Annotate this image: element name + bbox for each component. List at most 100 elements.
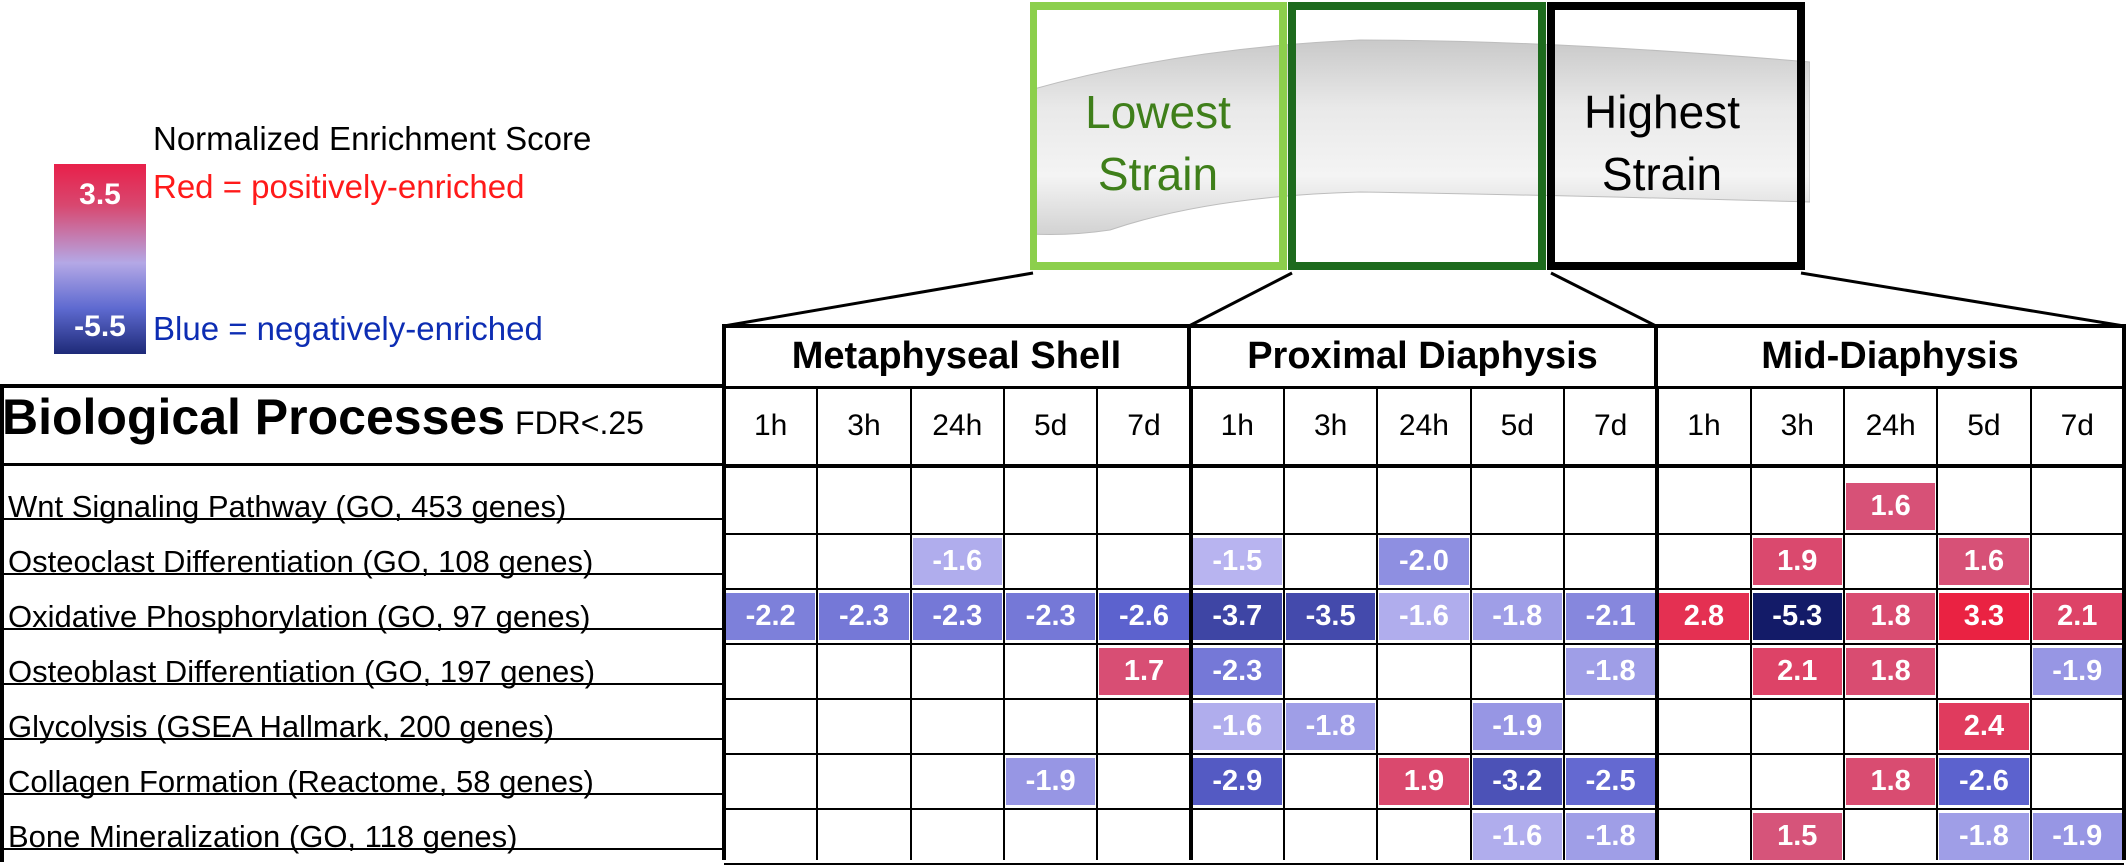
legend-red-label: Red = positively-enriched bbox=[153, 168, 525, 205]
heatmap-cell: -1.9 bbox=[1472, 703, 1562, 750]
lowest-strain-label-line1: Lowest bbox=[1085, 86, 1231, 138]
row-label-glycolysis: Glycolysis (GSEA Hallmark, 200 genes) bbox=[8, 709, 555, 744]
bone-shape bbox=[1030, 39, 1810, 235]
legend-color-bar: 3.5 -5.5 bbox=[54, 164, 146, 354]
row-label-line-3 bbox=[0, 628, 724, 630]
column-gridline bbox=[1842, 386, 1845, 860]
heatmap-cell: -2.9 bbox=[1192, 758, 1282, 805]
heatmap-cell: 2.8 bbox=[1659, 593, 1749, 640]
timepoint-header: 3h bbox=[1313, 409, 1348, 442]
timepoint-header: 5d bbox=[1500, 409, 1534, 442]
row-label-osteoclast: Osteoclast Differentiation (GO, 108 gene… bbox=[8, 544, 594, 579]
section-border bbox=[1188, 386, 1193, 860]
timepoint-header-bottom-border bbox=[724, 464, 2124, 468]
heatmap-cell: 1.8 bbox=[1845, 593, 1936, 640]
row-label-line-4 bbox=[0, 683, 724, 685]
timepoint-header: 1h bbox=[1220, 409, 1254, 442]
heatmap-cell: -2.3 bbox=[819, 593, 909, 640]
section-header-top-border bbox=[724, 324, 2124, 328]
heatmap-cell: 1.7 bbox=[1099, 648, 1189, 695]
heatmap-cell: -1.6 bbox=[912, 538, 1002, 585]
highest-strain-label-line1: Highest bbox=[1584, 86, 1740, 138]
heatmap-cell: -2.0 bbox=[1379, 538, 1469, 585]
grid-top-border bbox=[724, 386, 2124, 389]
middle-strain-box bbox=[1288, 2, 1546, 270]
row-labels-top-border bbox=[0, 463, 726, 466]
row-label-line-2 bbox=[0, 573, 724, 575]
heatmap-cell: -2.5 bbox=[1565, 758, 1656, 805]
heatmap-cell: 3.3 bbox=[1939, 593, 2029, 640]
heatmap-cell: -1.8 bbox=[1565, 648, 1656, 695]
heatmap-grid: 1h 3h 24h 5d 7d 1h 3h 24h 5d 7d 1h 3h 24h 5d 7d 1.6 -1.6… bbox=[722, 386, 2126, 865]
section-border bbox=[1655, 386, 1660, 860]
column-gridline bbox=[2029, 386, 2032, 860]
column-gridline bbox=[1469, 386, 1472, 860]
highest-strain-label-line2: Strain bbox=[1602, 148, 1722, 200]
column-gridline bbox=[1002, 386, 1005, 860]
heatmap-cell: -1.6 bbox=[1472, 813, 1562, 860]
timepoint-header: 24h bbox=[1865, 409, 1916, 442]
legend-min-label: -5.5 bbox=[74, 310, 126, 343]
highest-strain-box bbox=[1547, 2, 1805, 270]
column-gridline bbox=[1562, 386, 1565, 860]
column-gridline bbox=[1282, 386, 1285, 860]
row-gridline bbox=[724, 808, 2124, 810]
heatmap-cell: 1.8 bbox=[1845, 648, 1936, 695]
row-label-osteoblast: Osteoblast Differentiation (GO, 197 gene… bbox=[8, 654, 596, 689]
heatmap-cell: 1.8 bbox=[1845, 758, 1936, 805]
connector-line-2 bbox=[1188, 271, 1293, 328]
heatmap-cell: -1.8 bbox=[1285, 703, 1376, 750]
row-label-line-5 bbox=[0, 738, 724, 740]
section-border bbox=[2121, 386, 2126, 860]
column-gridline bbox=[1376, 386, 1379, 860]
row-gridline bbox=[724, 863, 2124, 865]
timepoint-header: 1h bbox=[1687, 409, 1721, 442]
row-label-wnt: Wnt Signaling Pathway (GO, 453 genes) bbox=[8, 489, 567, 524]
section-header-divider-1 bbox=[1187, 324, 1191, 386]
table-title: Biological Processes bbox=[2, 389, 506, 445]
section-header-divider-2 bbox=[1654, 324, 1658, 386]
row-gridline bbox=[724, 643, 2124, 645]
timepoint-header: 1h bbox=[753, 409, 788, 442]
row-label-collagen: Collagen Formation (Reactome, 58 genes) bbox=[8, 764, 594, 799]
timepoint-header: 5d bbox=[1033, 409, 1068, 442]
heatmap-cell: 2.1 bbox=[1752, 648, 1842, 695]
heatmap-cell: 1.6 bbox=[1939, 538, 2029, 585]
heatmap-cell: 1.9 bbox=[1379, 758, 1469, 805]
legend-blue-label: Blue = negatively-enriched bbox=[153, 310, 543, 347]
bp-header: Biological Processes FDR<.25 bbox=[2, 388, 644, 468]
bp-header-top-border bbox=[0, 384, 726, 388]
heatmap-cell: -2.2 bbox=[726, 593, 816, 640]
section-title-proximal: Proximal Diaphysis bbox=[1247, 335, 1598, 377]
row-gridline bbox=[724, 698, 2124, 700]
heatmap-cell: -1.5 bbox=[1192, 538, 1282, 585]
heatmap-cell: -1.6 bbox=[1379, 593, 1469, 640]
legend-title: Normalized Enrichment Score bbox=[153, 120, 592, 157]
heatmap-cell: -3.5 bbox=[1285, 593, 1376, 640]
section-title-mid: Mid-Diaphysis bbox=[1761, 335, 2019, 377]
connector-line-1 bbox=[723, 271, 1034, 328]
strain-diagram: Lowest Strain Highest Strain bbox=[1030, 2, 1810, 270]
section-header-left-border bbox=[722, 324, 726, 386]
heatmap-cell: -2.3 bbox=[912, 593, 1002, 640]
bp-left-border bbox=[0, 384, 4, 862]
heatmap-cell: -3.7 bbox=[1192, 593, 1282, 640]
fdr-label: FDR<.25 bbox=[515, 405, 644, 441]
timepoint-header: 7d bbox=[2060, 409, 2094, 442]
heatmap-cell: 1.6 bbox=[1845, 483, 1936, 530]
lowest-strain-box bbox=[1030, 2, 1287, 270]
row-gridline bbox=[724, 533, 2124, 535]
column-gridline bbox=[816, 386, 819, 860]
heatmap-cell: -1.8 bbox=[1565, 813, 1656, 860]
heatmap-cell: -2.1 bbox=[1565, 593, 1656, 640]
heatmap-cell: -1.9 bbox=[2032, 813, 2122, 860]
timepoint-header: 3h bbox=[1780, 409, 1814, 442]
heatmap-cell: 1.9 bbox=[1752, 538, 1842, 585]
heatmap-cell: 2.4 bbox=[1939, 703, 2029, 750]
row-label-oxphos: Oxidative Phosphorylation (GO, 97 genes) bbox=[8, 599, 591, 634]
heatmap-cell: -1.6 bbox=[1192, 703, 1282, 750]
section-header-right-border bbox=[2122, 324, 2126, 386]
timepoint-header: 3h bbox=[847, 409, 881, 442]
connector-line-4 bbox=[1800, 271, 2125, 328]
legend-max-label: 3.5 bbox=[79, 178, 121, 211]
